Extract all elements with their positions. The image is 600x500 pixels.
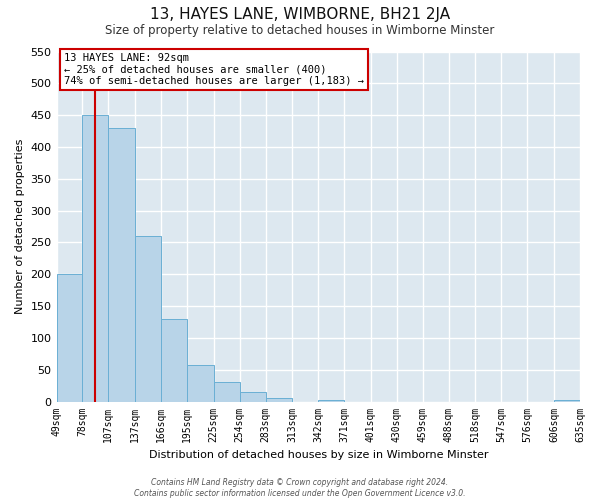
Text: 13, HAYES LANE, WIMBORNE, BH21 2JA: 13, HAYES LANE, WIMBORNE, BH21 2JA <box>150 8 450 22</box>
Bar <box>82 115 109 402</box>
Text: 13 HAYES LANE: 92sqm
← 25% of detached houses are smaller (400)
74% of semi-deta: 13 HAYES LANE: 92sqm ← 25% of detached h… <box>64 53 364 86</box>
Bar <box>554 400 580 402</box>
Bar <box>266 398 292 402</box>
Text: Contains HM Land Registry data © Crown copyright and database right 2024.
Contai: Contains HM Land Registry data © Crown c… <box>134 478 466 498</box>
Bar <box>161 319 187 402</box>
Bar <box>239 392 266 402</box>
Bar <box>56 274 82 402</box>
Bar <box>109 128 135 402</box>
Bar <box>187 364 214 402</box>
Y-axis label: Number of detached properties: Number of detached properties <box>15 139 25 314</box>
Bar <box>318 400 344 402</box>
X-axis label: Distribution of detached houses by size in Wimborne Minster: Distribution of detached houses by size … <box>149 450 488 460</box>
Bar <box>214 382 239 402</box>
Bar <box>135 236 161 402</box>
Text: Size of property relative to detached houses in Wimborne Minster: Size of property relative to detached ho… <box>106 24 494 37</box>
